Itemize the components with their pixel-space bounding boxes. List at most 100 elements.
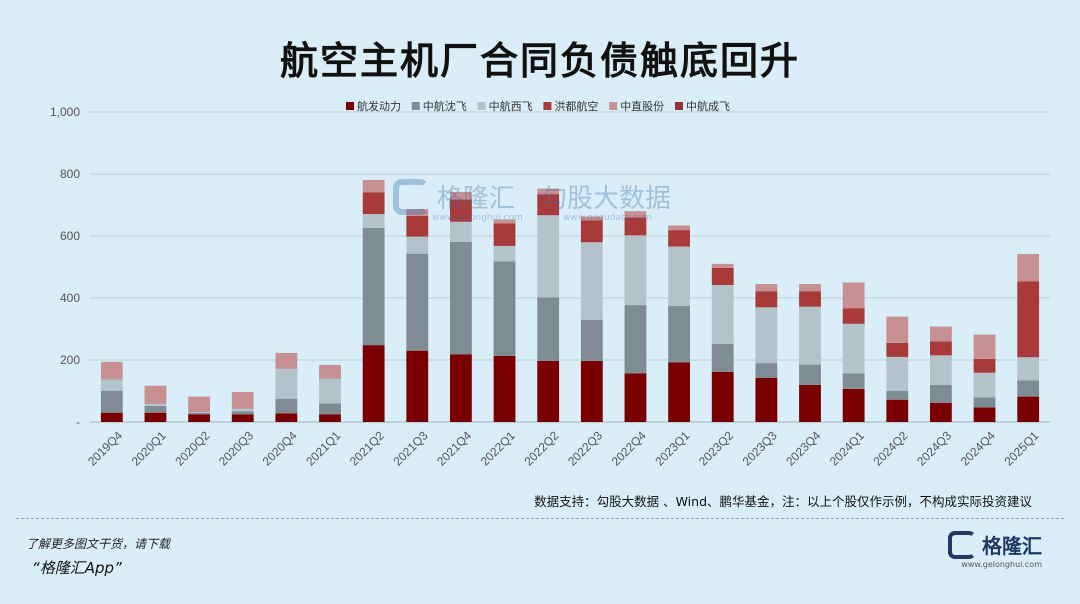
x-tick-label: 2025Q1: [1001, 428, 1041, 468]
bar-segment: [668, 230, 690, 247]
bar-segment: [188, 413, 210, 415]
bar-segment: [275, 398, 298, 414]
bar-segment: [100, 379, 123, 391]
bar-segment: [842, 388, 865, 422]
bar-segment: [799, 364, 821, 385]
bar-segment: [799, 306, 821, 365]
x-tick-label: 2024Q2: [871, 428, 911, 468]
bar-segment: [231, 411, 254, 415]
bar-segment: [406, 236, 429, 254]
bar-segment: [711, 267, 734, 285]
y-tick-label: -: [76, 415, 80, 429]
bar-segment: [842, 282, 865, 309]
bar-segment: [188, 396, 210, 412]
bar-segment: [711, 371, 734, 422]
x-tick-label: 2023Q1: [652, 428, 692, 468]
bar-segment: [275, 368, 298, 399]
bar-segment: [755, 307, 778, 364]
bar-segment: [406, 215, 429, 237]
watermark-text: 勾股大数据: [541, 184, 672, 214]
x-tick-label: 2022Q4: [609, 428, 649, 468]
bar-segment: [362, 227, 385, 346]
bar-segment: [842, 373, 865, 389]
bar-segment: [275, 352, 298, 369]
bar-segment: [1017, 253, 1040, 282]
y-tick-label: 400: [60, 291, 80, 305]
bar-segment: [886, 316, 909, 343]
bar-segment: [231, 408, 254, 412]
bar-segment: [275, 413, 298, 422]
bar-segment: [755, 363, 778, 378]
bar-segment: [319, 364, 341, 379]
divider: [16, 518, 1064, 519]
bar-segment: [1017, 281, 1040, 358]
bar-segment: [450, 354, 472, 422]
brand-name: 格隆汇: [982, 534, 1042, 558]
x-tick-label: 2020Q1: [129, 428, 169, 468]
bar-segment: [886, 356, 909, 391]
bar-segment: [319, 378, 341, 404]
bar-segment: [100, 361, 123, 379]
bar-segment: [973, 358, 996, 373]
watermark-url1: www.gelonghui.com: [432, 213, 523, 223]
bar-segment: [624, 217, 647, 236]
bar-segment: [886, 342, 909, 357]
bar-segment: [668, 246, 690, 307]
chart-title: 航空主机厂合同负债触底回升: [279, 39, 800, 83]
bar-segment: [362, 213, 385, 228]
legend-swatch: [477, 102, 486, 110]
bar-segment: [450, 221, 472, 242]
bar-segment: [537, 194, 560, 216]
bar-segment: [493, 355, 516, 422]
bar-segment: [493, 223, 516, 246]
bar-segment: [1017, 380, 1040, 397]
bar-segment: [362, 179, 385, 193]
x-tick-label: 2023Q3: [740, 428, 780, 468]
legend-swatch: [543, 102, 552, 110]
x-tick-label: 2021Q1: [303, 428, 343, 468]
bar-segment: [580, 216, 603, 221]
bar-segment: [450, 191, 472, 200]
bar-segment: [188, 411, 210, 414]
bar-segment: [755, 284, 778, 292]
bar-segment: [624, 211, 647, 218]
watermark-brand: 格隆汇: [437, 184, 516, 214]
bar-segment: [799, 284, 821, 292]
bar-segment: [450, 199, 472, 222]
legend-label: 洪都航空: [554, 99, 598, 113]
y-axis: - 200 400 600 800 1,000: [50, 105, 80, 429]
bar-segment: [624, 373, 647, 422]
bar-segment: [580, 360, 603, 422]
watermark: 格隆汇 勾股大数据: [393, 178, 671, 215]
bar-segment: [537, 215, 560, 298]
x-tick-label: 2023Q4: [783, 428, 823, 468]
x-tick-label: 2022Q3: [565, 428, 605, 468]
bar-segment: [537, 297, 560, 361]
x-tick-label: 2022Q1: [478, 428, 518, 468]
bar-segment: [711, 263, 734, 268]
promo-line1: 了解更多图文干货，请下载: [26, 537, 171, 551]
bar-segment: [842, 323, 865, 374]
bar-segment: [144, 385, 167, 404]
bar-segment: [755, 291, 778, 308]
bar-segment: [406, 209, 429, 216]
bar-segment: [755, 377, 778, 422]
promo-line2: “格隆汇App”: [32, 559, 122, 577]
bar-segment: [711, 284, 734, 344]
x-tick-label: 2021Q4: [434, 428, 474, 468]
bar-segment: [493, 261, 516, 356]
bar-segment: [930, 355, 952, 385]
y-tick-label: 200: [60, 353, 80, 367]
bar-segment: [624, 235, 647, 306]
bar-segment: [319, 414, 341, 422]
legend: 航发动力 中航沈飞 中航西飞 洪都航空 中直股份 中航成飞: [346, 99, 730, 113]
bar-segment: [930, 326, 952, 342]
x-tick-label: 2020Q4: [260, 428, 300, 468]
bar-segment: [668, 306, 690, 363]
x-tick-label: 2024Q3: [914, 428, 954, 468]
legend-label: 中航沈飞: [423, 99, 467, 113]
bar-segment: [537, 188, 560, 195]
bar-segment: [319, 403, 341, 415]
bar-segment: [886, 399, 909, 422]
bar-segment: [362, 345, 385, 422]
